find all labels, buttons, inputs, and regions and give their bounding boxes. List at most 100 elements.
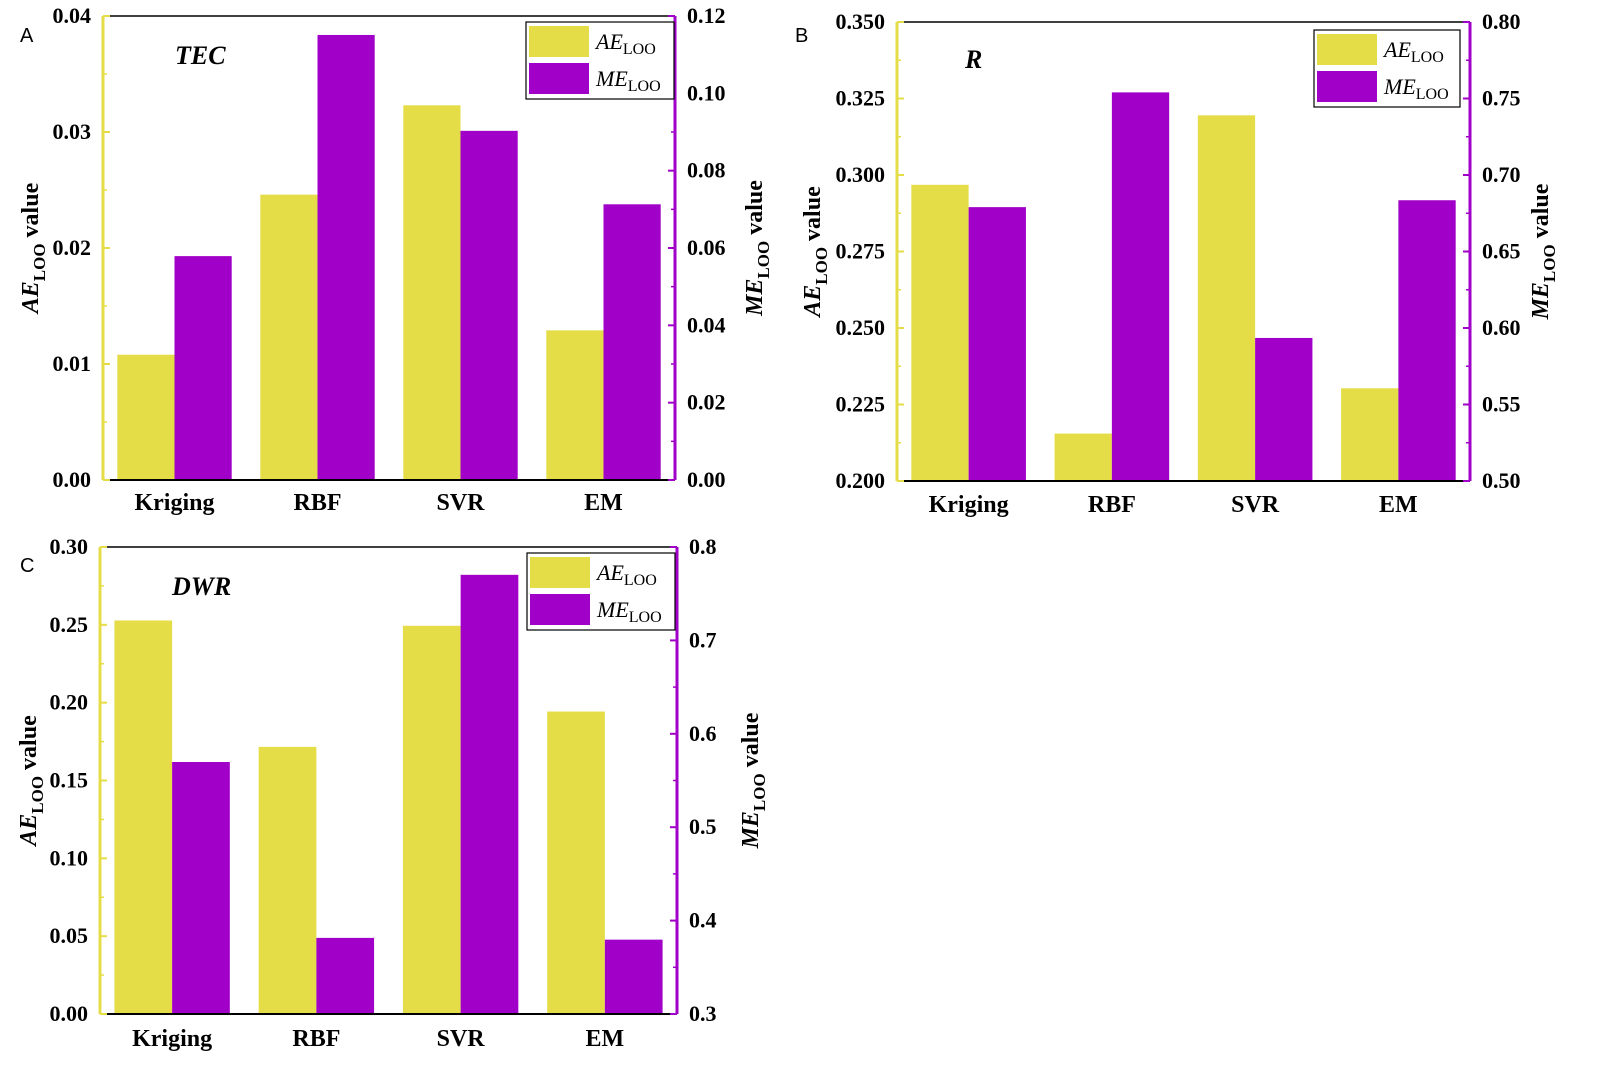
legend-label-me: MELOO	[1383, 74, 1449, 103]
left-tick-label: 0.350	[836, 9, 886, 34]
bar-me-kriging	[968, 207, 1026, 481]
category-label: Kriging	[132, 1026, 212, 1052]
right-tick-label: 0.7	[689, 627, 717, 652]
axis-title-sub: LOO	[30, 243, 49, 281]
bar-ae-rbf	[260, 194, 318, 480]
axis-title-main: AE	[16, 814, 42, 848]
right-tick-label: 0.65	[1482, 239, 1521, 264]
bar-me-kriging	[172, 762, 230, 1014]
left-tick-label: 0.200	[836, 468, 886, 493]
bar-ae-em	[547, 711, 605, 1014]
left-tick-label: 0.15	[50, 768, 89, 793]
bar-ae-rbf	[258, 746, 317, 1014]
left-axis-title: AELOO value	[18, 182, 49, 315]
left-tick-label: 0.275	[836, 239, 886, 264]
bar-ae-em	[546, 330, 604, 480]
chart-title: R	[964, 45, 982, 74]
left-tick-label: 0.00	[50, 1001, 89, 1026]
legend-label-main: AE	[595, 560, 624, 585]
category-label: EM	[586, 1026, 625, 1052]
right-tick-label: 0.12	[687, 3, 726, 28]
right-tick-label: 0.06	[687, 235, 726, 260]
category-label: SVR	[437, 1026, 486, 1052]
bar-me-svr	[460, 130, 518, 480]
legend-label-ae: AELOO	[594, 29, 656, 58]
legend-label-sub: LOO	[628, 78, 661, 95]
legend-label-sub: LOO	[624, 572, 657, 589]
bar-me-svr	[1255, 337, 1313, 481]
axis-title-sub: LOO	[754, 241, 773, 279]
left-tick-label: 0.04	[53, 3, 92, 28]
legend-label-main: ME	[1383, 74, 1416, 99]
legend-swatch-ae	[530, 557, 590, 588]
panel-letter: A	[20, 25, 34, 47]
bar-ae-rbf	[1054, 433, 1112, 481]
legend-swatch-ae	[1317, 34, 1377, 65]
left-tick-label: 0.25	[50, 612, 89, 637]
axis-title-tail: value	[738, 712, 764, 773]
bar-ae-svr	[1197, 115, 1256, 481]
bar-me-em	[604, 939, 663, 1014]
right-tick-label: 0.55	[1482, 392, 1521, 417]
legend-label-main: ME	[595, 66, 628, 91]
legend-label-ae: AELOO	[595, 560, 657, 589]
right-tick-label: 0.08	[687, 158, 726, 183]
right-axis-title: MELOO value	[1528, 183, 1559, 320]
panel-letter: C	[20, 555, 34, 577]
bar-ae-svr	[403, 105, 461, 480]
legend-swatch-me	[530, 594, 590, 625]
bar-ae-kriging	[117, 354, 175, 480]
bar-me-em	[603, 204, 661, 480]
right-tick-label: 0.02	[687, 390, 726, 415]
category-label: Kriging	[929, 492, 1009, 518]
axis-title-sub: LOO	[750, 773, 769, 811]
legend-label-me: MELOO	[596, 597, 662, 626]
right-tick-label: 0.04	[687, 312, 726, 337]
bar-me-rbf	[317, 34, 375, 481]
right-tick-label: 0.6	[689, 721, 717, 746]
right-tick-label: 0.50	[1482, 468, 1521, 493]
axis-title-sub: LOO	[812, 247, 831, 285]
category-label: SVR	[436, 490, 485, 516]
category-label: RBF	[1088, 492, 1136, 518]
chart-panel-b: B Kriging RBF SVR EM 0.200 0.225 0.250 0.275 0.30…	[795, 9, 1559, 518]
legend: AELOO MELOO	[525, 21, 675, 100]
legend-label-ae: AELOO	[1382, 37, 1444, 66]
chart-title: TEC	[175, 41, 226, 70]
right-tick-label: 0.80	[1482, 9, 1521, 34]
legend-label-me: MELOO	[595, 66, 661, 95]
category-label: EM	[1379, 492, 1418, 518]
legend-swatch-ae	[529, 26, 589, 57]
left-tick-label: 0.225	[836, 392, 886, 417]
left-tick-label: 0.300	[836, 162, 886, 187]
legend-label-sub: LOO	[1416, 86, 1449, 103]
right-tick-label: 0.75	[1482, 86, 1521, 111]
left-tick-label: 0.20	[50, 690, 89, 715]
legend-label-sub: LOO	[1411, 49, 1444, 66]
right-tick-label: 0.10	[687, 80, 726, 105]
left-tick-label: 0.00	[53, 467, 92, 492]
bar-me-rbf	[316, 937, 375, 1014]
axis-title-sub: LOO	[28, 776, 47, 814]
legend-swatch-me	[529, 63, 589, 94]
left-tick-label: 0.250	[836, 315, 886, 340]
left-tick-label: 0.10	[50, 845, 89, 870]
bar-ae-kriging	[911, 184, 969, 482]
right-axis-title: MELOO value	[742, 180, 773, 317]
right-axis-title: MELOO value	[738, 712, 769, 849]
bar-me-svr	[460, 574, 519, 1014]
axis-title-tail: value	[1528, 183, 1554, 244]
category-label: EM	[584, 490, 623, 516]
right-tick-label: 0.8	[689, 534, 717, 559]
bar-ae-em	[1341, 388, 1399, 481]
right-tick-label: 0.60	[1482, 315, 1521, 340]
axis-title-main: AE	[18, 281, 44, 315]
axis-title-tail: value	[18, 182, 44, 243]
bar-me-em	[1398, 200, 1456, 481]
axis-title-main: AE	[800, 285, 826, 319]
axis-title-tail: value	[16, 715, 42, 776]
axis-title-main: ME	[1528, 282, 1554, 320]
left-tick-label: 0.325	[836, 86, 886, 111]
right-tick-label: 0.3	[689, 1001, 717, 1026]
